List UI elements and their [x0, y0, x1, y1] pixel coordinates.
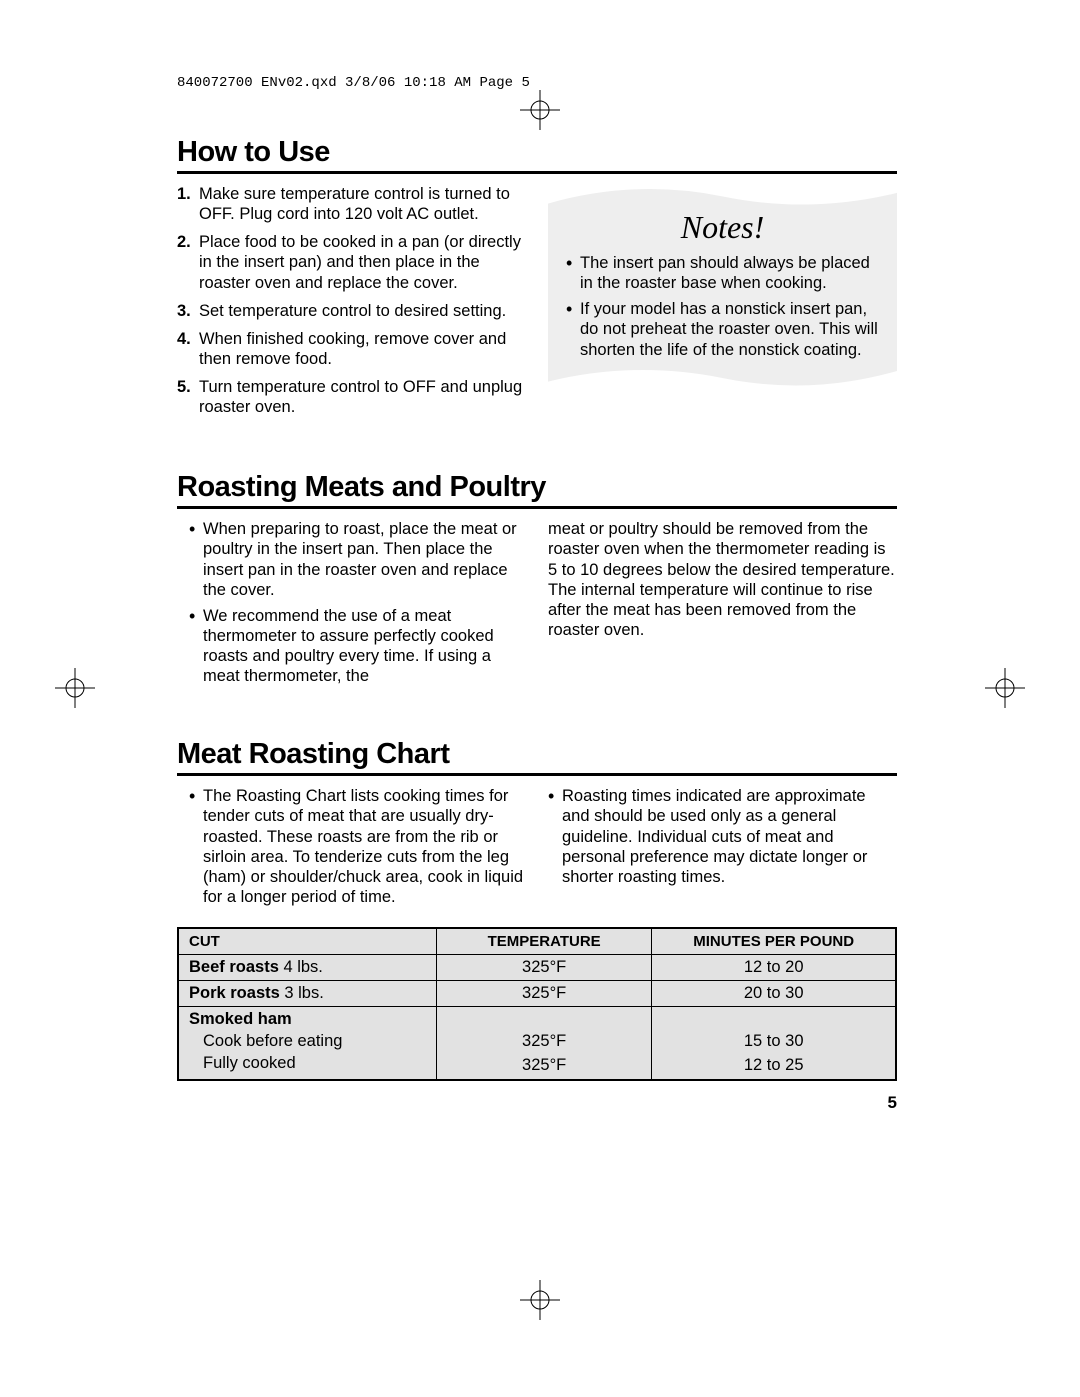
section-title-how-to-use: How to Use	[177, 136, 897, 174]
table-row-ham-cook: Cook before eating 325°F 15 to 30	[178, 1032, 896, 1054]
ham-fully-label: Fully cooked	[178, 1054, 436, 1080]
roasting-left-col: When preparing to roast, place the meat …	[177, 519, 526, 692]
ham-label: Smoked ham	[189, 1010, 292, 1028]
ham-temp-blank	[436, 1007, 651, 1033]
roasting-meats-content: When preparing to roast, place the meat …	[177, 519, 897, 692]
step-3-text: Set temperature control to desired setti…	[199, 302, 506, 320]
notes-column: Notes! The insert pan should always be p…	[548, 184, 897, 425]
th-cut: CUT	[178, 928, 436, 955]
ham-fully-temp: 325°F	[436, 1054, 651, 1080]
crop-mark-left	[55, 668, 95, 708]
chart-bullet-1: The Roasting Chart lists cooking times f…	[203, 786, 526, 907]
beef-min: 12 to 20	[652, 955, 896, 981]
step-3: 3.Set temperature control to desired set…	[199, 301, 526, 321]
pork-min: 20 to 30	[652, 981, 896, 1007]
chart-right-col: Roasting times indicated are approximate…	[548, 786, 897, 913]
step-4-text: When finished cooking, remove cover and …	[199, 330, 506, 368]
table-header-row: CUT TEMPERATURE MINUTES PER POUND	[178, 928, 896, 955]
th-minutes: MINUTES PER POUND	[652, 928, 896, 955]
ham-min-blank	[652, 1007, 896, 1033]
step-4: 4.When finished cooking, remove cover an…	[199, 329, 526, 369]
ham-cook-label: Cook before eating	[178, 1032, 436, 1054]
crop-mark-bottom	[520, 1280, 560, 1320]
step-2: 2.Place food to be cooked in a pan (or d…	[199, 232, 526, 292]
roasting-bullet-1: When preparing to roast, place the meat …	[203, 519, 526, 600]
page-number: 5	[177, 1093, 897, 1113]
notes-title: Notes!	[566, 208, 879, 247]
ham-fully-min: 12 to 25	[652, 1054, 896, 1080]
step-1: 1.Make sure temperature control is turne…	[199, 184, 526, 224]
table-row-pork: Pork roasts 3 lbs. 325°F 20 to 30	[178, 981, 896, 1007]
table-row-beef: Beef roasts 4 lbs. 325°F 12 to 20	[178, 955, 896, 981]
notes-list: The insert pan should always be placed i…	[566, 253, 879, 360]
section-title-roasting-meats: Roasting Meats and Poultry	[177, 471, 897, 509]
pork-temp: 325°F	[436, 981, 651, 1007]
steps-list: 1.Make sure temperature control is turne…	[177, 184, 526, 417]
crop-mark-right	[985, 668, 1025, 708]
pork-weight: 3 lbs.	[280, 984, 324, 1002]
roasting-continuation: meat or poultry should be removed from t…	[548, 519, 897, 640]
step-1-text: Make sure temperature control is turned …	[199, 185, 510, 223]
th-temperature: TEMPERATURE	[436, 928, 651, 955]
notes-box: Notes! The insert pan should always be p…	[548, 184, 897, 398]
ham-cook-min: 15 to 30	[652, 1032, 896, 1054]
step-5-text: Turn temperature control to OFF and unpl…	[199, 378, 522, 416]
chart-intro-content: The Roasting Chart lists cooking times f…	[177, 786, 897, 913]
chart-left-col: The Roasting Chart lists cooking times f…	[177, 786, 526, 913]
beef-label: Beef roasts	[189, 958, 279, 976]
note-2: If your model has a nonstick insert pan,…	[580, 299, 879, 359]
roasting-chart-table: CUT TEMPERATURE MINUTES PER POUND Beef r…	[177, 927, 897, 1081]
section-title-meat-chart: Meat Roasting Chart	[177, 738, 897, 776]
roasting-bullet-2: We recommend the use of a meat thermomet…	[203, 606, 526, 687]
roasting-right-col: meat or poultry should be removed from t…	[548, 519, 897, 692]
steps-column: 1.Make sure temperature control is turne…	[177, 184, 526, 425]
table-row-ham-header: Smoked ham	[178, 1007, 896, 1033]
table-row-ham-fully: Fully cooked 325°F 12 to 25	[178, 1054, 896, 1080]
beef-temp: 325°F	[436, 955, 651, 981]
print-header-line: 840072700 ENv02.qxd 3/8/06 10:18 AM Page…	[177, 75, 897, 91]
note-1: The insert pan should always be placed i…	[580, 253, 879, 293]
ham-cook-temp: 325°F	[436, 1032, 651, 1054]
how-to-use-content: 1.Make sure temperature control is turne…	[177, 184, 897, 425]
chart-bullet-2: Roasting times indicated are approximate…	[562, 786, 897, 887]
page-content: 840072700 ENv02.qxd 3/8/06 10:18 AM Page…	[177, 75, 897, 1113]
step-2-text: Place food to be cooked in a pan (or dir…	[199, 233, 521, 291]
beef-weight: 4 lbs.	[279, 958, 323, 976]
pork-label: Pork roasts	[189, 984, 280, 1002]
step-5: 5.Turn temperature control to OFF and un…	[199, 377, 526, 417]
